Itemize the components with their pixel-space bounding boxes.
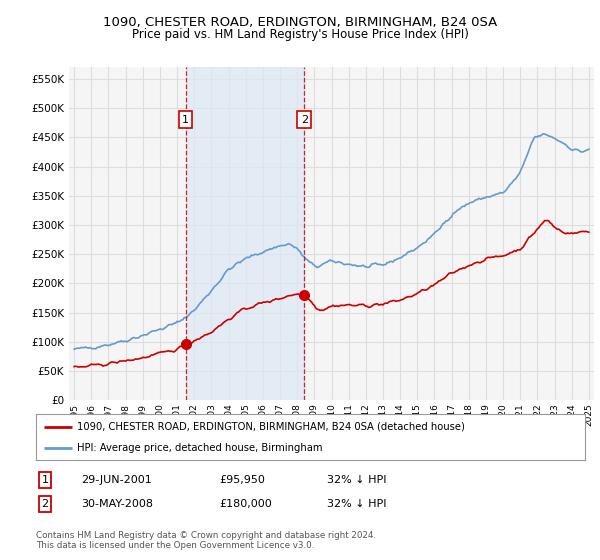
Text: 1090, CHESTER ROAD, ERDINGTON, BIRMINGHAM, B24 0SA: 1090, CHESTER ROAD, ERDINGTON, BIRMINGHA… <box>103 16 497 29</box>
Text: 1090, CHESTER ROAD, ERDINGTON, BIRMINGHAM, B24 0SA (detached house): 1090, CHESTER ROAD, ERDINGTON, BIRMINGHA… <box>77 422 465 432</box>
Text: £95,950: £95,950 <box>219 475 265 485</box>
Text: 30-MAY-2008: 30-MAY-2008 <box>81 499 153 509</box>
Text: 29-JUN-2001: 29-JUN-2001 <box>81 475 152 485</box>
Text: 32% ↓ HPI: 32% ↓ HPI <box>327 499 386 509</box>
Text: 32% ↓ HPI: 32% ↓ HPI <box>327 475 386 485</box>
Text: 1: 1 <box>41 475 49 485</box>
Text: Price paid vs. HM Land Registry's House Price Index (HPI): Price paid vs. HM Land Registry's House … <box>131 28 469 41</box>
Bar <box>185 67 304 400</box>
Text: Contains HM Land Registry data © Crown copyright and database right 2024.
This d: Contains HM Land Registry data © Crown c… <box>36 531 376 550</box>
Text: £180,000: £180,000 <box>219 499 272 509</box>
Text: 2: 2 <box>301 115 308 125</box>
Text: 1: 1 <box>182 115 189 125</box>
Text: 2: 2 <box>41 499 49 509</box>
Text: HPI: Average price, detached house, Birmingham: HPI: Average price, detached house, Birm… <box>77 443 323 453</box>
